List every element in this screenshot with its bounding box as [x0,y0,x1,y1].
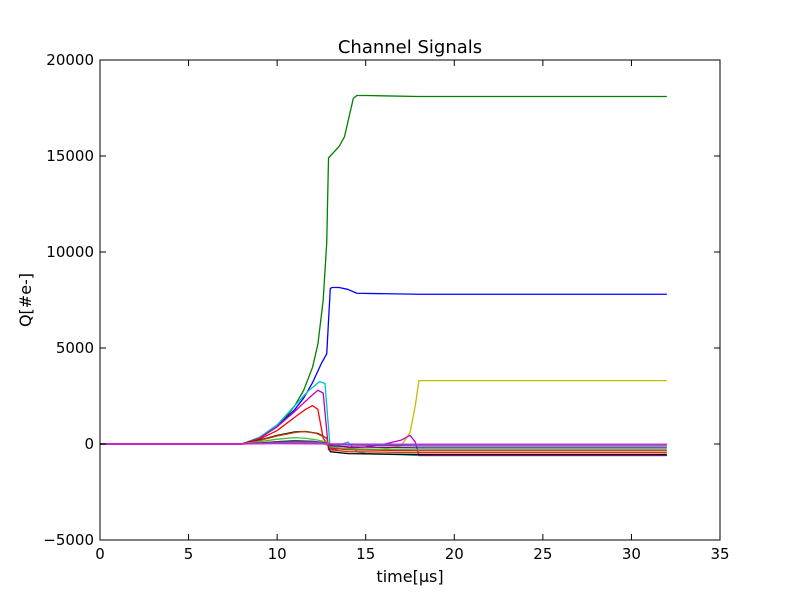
y-tick-label: 10000 [46,243,94,261]
chart-title: Channel Signals [338,37,482,58]
y-tick-label: 15000 [46,147,94,165]
x-tick-label: 25 [533,545,552,563]
series-line-6 [100,404,667,452]
x-tick-label: 10 [268,545,287,563]
series-line-4 [100,380,667,457]
series-line-13 [100,442,667,445]
series-line-9 [100,437,667,451]
x-tick-label: 0 [95,545,105,563]
plot-frame [99,59,721,541]
y-tick-label: 5000 [56,339,94,357]
x-tick-label: 35 [710,545,729,563]
x-tick-label: 20 [445,545,464,563]
x-tick-label: 30 [622,545,641,563]
x-tick-label: 5 [184,545,194,563]
y-tick-label: −5000 [43,531,94,549]
series-line-8 [100,430,667,454]
x-axis-label: time[μs] [376,567,443,586]
y-tick-label: 0 [84,435,94,453]
y-tick-label: 20000 [46,51,94,69]
x-tick-label: 15 [356,545,375,563]
series-line-5 [100,389,667,457]
series-layer [100,94,667,457]
y-axis-label: Q[#e-] [16,273,35,327]
